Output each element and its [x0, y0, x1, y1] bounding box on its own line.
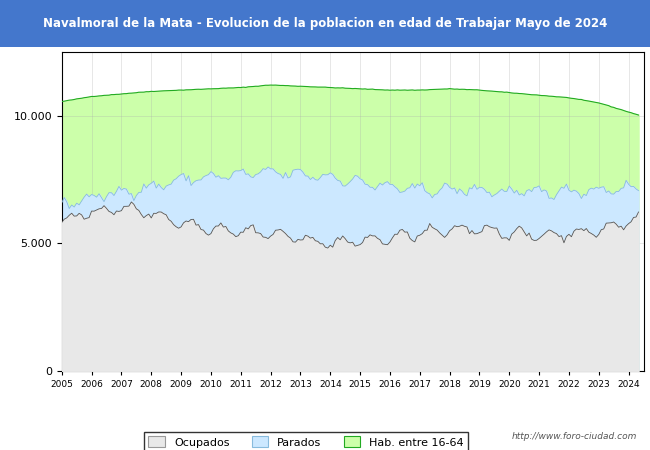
Text: http://www.foro-ciudad.com: http://www.foro-ciudad.com: [512, 432, 637, 441]
Legend: Ocupados, Parados, Hab. entre 16-64: Ocupados, Parados, Hab. entre 16-64: [144, 432, 468, 450]
Text: Navalmoral de la Mata - Evolucion de la poblacion en edad de Trabajar Mayo de 20: Navalmoral de la Mata - Evolucion de la …: [43, 17, 607, 30]
